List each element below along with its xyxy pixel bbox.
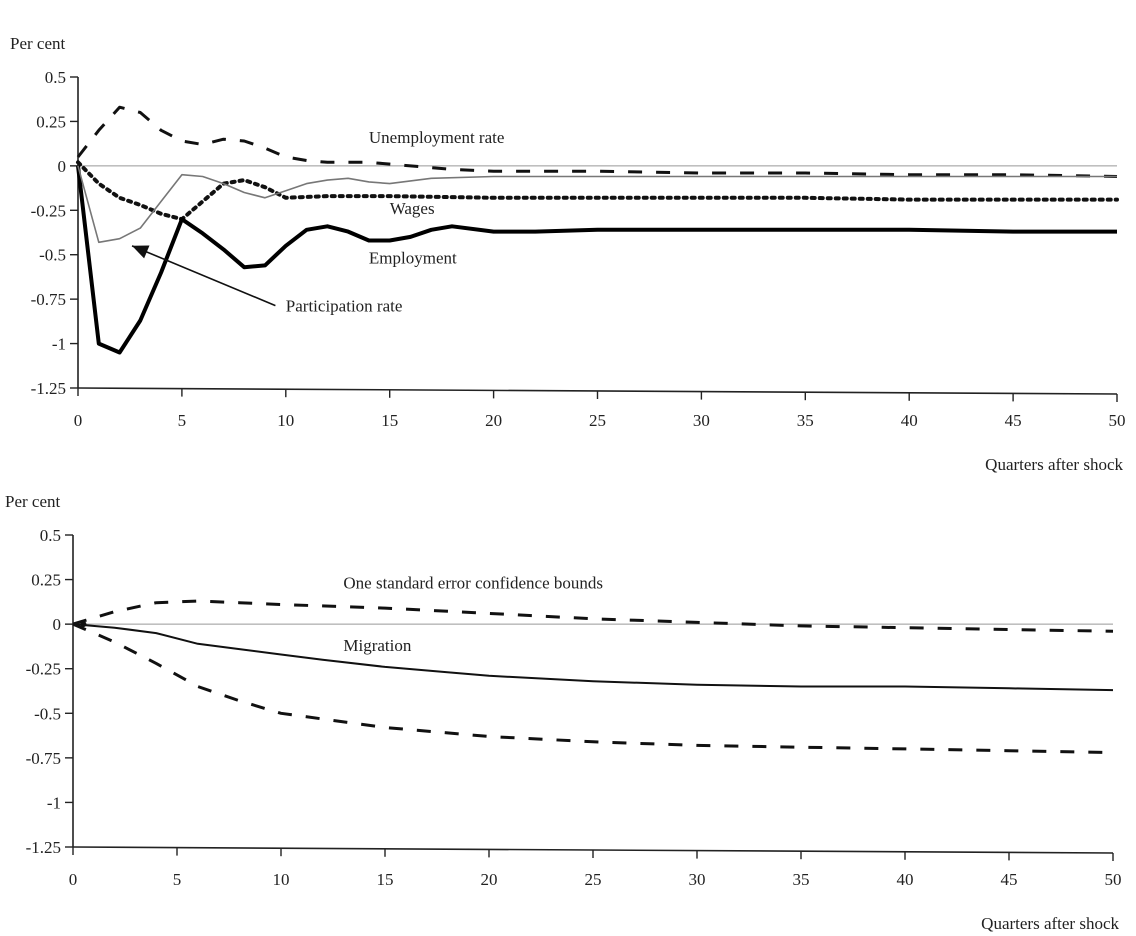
bottom-chart: Per cent 0.5 0.25 0 -0.25 -0.5 -0.75 -1 -1.25 0 5 1… xyxy=(5,492,1122,933)
top-y-tick-label: -1 xyxy=(52,335,66,354)
top-y-tick-label: -0.5 xyxy=(39,246,66,265)
top-series-employment xyxy=(76,165,1117,355)
bottom-x-tick-label: 10 xyxy=(273,870,290,889)
bottom-x-tick-label: 15 xyxy=(377,870,394,889)
bottom-y-tick-label: -0.5 xyxy=(34,704,61,723)
bottom-y-tick-label: -1.25 xyxy=(26,838,61,857)
bottom-x-tick-label: 5 xyxy=(173,870,182,889)
bottom-series-upper-bound xyxy=(72,599,1114,633)
participation-rate-arrowhead xyxy=(132,245,150,259)
bottom-annotation-migration: Migration xyxy=(343,636,411,655)
top-y-axis-title: Per cent xyxy=(10,34,66,53)
bottom-x-tick-label: 50 xyxy=(1105,870,1122,889)
bottom-x-tick-label: 0 xyxy=(69,870,78,889)
top-x-tick-label: 45 xyxy=(1005,411,1022,430)
top-x-tick-label: 40 xyxy=(901,411,918,430)
top-x-tick-label: 15 xyxy=(381,411,398,430)
bottom-x-tick-label: 30 xyxy=(689,870,706,889)
bottom-y-axis-title: Per cent xyxy=(5,492,61,511)
top-annotation-wages: Wages xyxy=(390,199,435,218)
bottom-y-tick-label: -1 xyxy=(47,793,61,812)
bottom-x-tick-label: 25 xyxy=(585,870,602,889)
top-annotation-participation-rate: Participation rate xyxy=(286,297,403,316)
top-annotation-unemployment-rate: Unemployment rate xyxy=(369,128,505,147)
bottom-origin-marker xyxy=(80,621,87,628)
bottom-y-tick-label: -0.25 xyxy=(26,660,61,679)
top-y-tick-label: 0.25 xyxy=(36,112,66,131)
top-series-participation-rate xyxy=(77,165,1117,244)
top-x-tick-label: 20 xyxy=(485,411,502,430)
top-x-tick-label: 10 xyxy=(277,411,294,430)
top-x-tick-label: 50 xyxy=(1109,411,1126,430)
top-x-axis-title: Quarters after shock xyxy=(985,455,1123,474)
top-y-tick-label: -0.25 xyxy=(31,201,66,220)
top-x-tick-label: 30 xyxy=(693,411,710,430)
top-y-tick-label: 0.5 xyxy=(45,68,66,87)
bottom-y-tick-label: 0 xyxy=(53,615,62,634)
bottom-x-tick-label: 40 xyxy=(897,870,914,889)
bottom-annotation-one-standard-error-confidence-bounds: One standard error confidence bounds xyxy=(343,573,603,592)
bottom-y-tick-label: 0.5 xyxy=(40,526,61,545)
top-y-tick-label: -0.75 xyxy=(31,290,66,309)
bottom-y-tick-label: -0.75 xyxy=(26,749,61,768)
top-y-tick-label: 0 xyxy=(58,157,67,176)
top-x-tick-label: 25 xyxy=(589,411,606,430)
bottom-x-tick-label: 20 xyxy=(481,870,498,889)
top-series-wages xyxy=(76,160,1119,222)
top-x-tick-label: 0 xyxy=(74,411,83,430)
top-x-tick-label: 35 xyxy=(797,411,814,430)
bottom-x-tick-label: 45 xyxy=(1001,870,1018,889)
bottom-series-migration xyxy=(72,623,1114,692)
bottom-y-tick-label: 0.25 xyxy=(31,571,61,590)
top-y-tick-label: -1.25 xyxy=(31,379,66,398)
top-x-tick-label: 5 xyxy=(178,411,187,430)
participation-rate-arrow xyxy=(131,245,276,307)
top-annotation-employment: Employment xyxy=(369,249,457,268)
bottom-x-axis-title: Quarters after shock xyxy=(981,914,1119,933)
bottom-x-tick-label: 35 xyxy=(793,870,810,889)
top-chart: Per cent 0.5 0.25 0 -0.25 -0.5 -0.75 -1 -1.25 0 5 1… xyxy=(10,34,1126,474)
